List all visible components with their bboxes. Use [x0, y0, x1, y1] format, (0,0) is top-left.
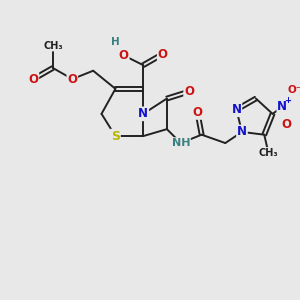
Text: H: H: [111, 37, 120, 46]
Text: O⁻: O⁻: [288, 85, 300, 95]
Text: O: O: [184, 85, 194, 98]
Text: N: N: [277, 100, 287, 113]
Text: N: N: [231, 103, 242, 116]
Text: O: O: [67, 73, 77, 85]
Text: CH₃: CH₃: [43, 41, 63, 51]
Text: O: O: [119, 49, 129, 62]
Text: O: O: [158, 47, 168, 61]
Text: O: O: [281, 118, 292, 131]
Text: +: +: [284, 96, 291, 105]
Text: CH₃: CH₃: [259, 148, 278, 158]
Text: N: N: [138, 107, 148, 120]
Text: NH: NH: [172, 138, 190, 148]
Text: N: N: [237, 125, 247, 138]
Text: O: O: [28, 73, 38, 85]
Text: S: S: [111, 130, 120, 142]
Text: O: O: [193, 106, 202, 119]
